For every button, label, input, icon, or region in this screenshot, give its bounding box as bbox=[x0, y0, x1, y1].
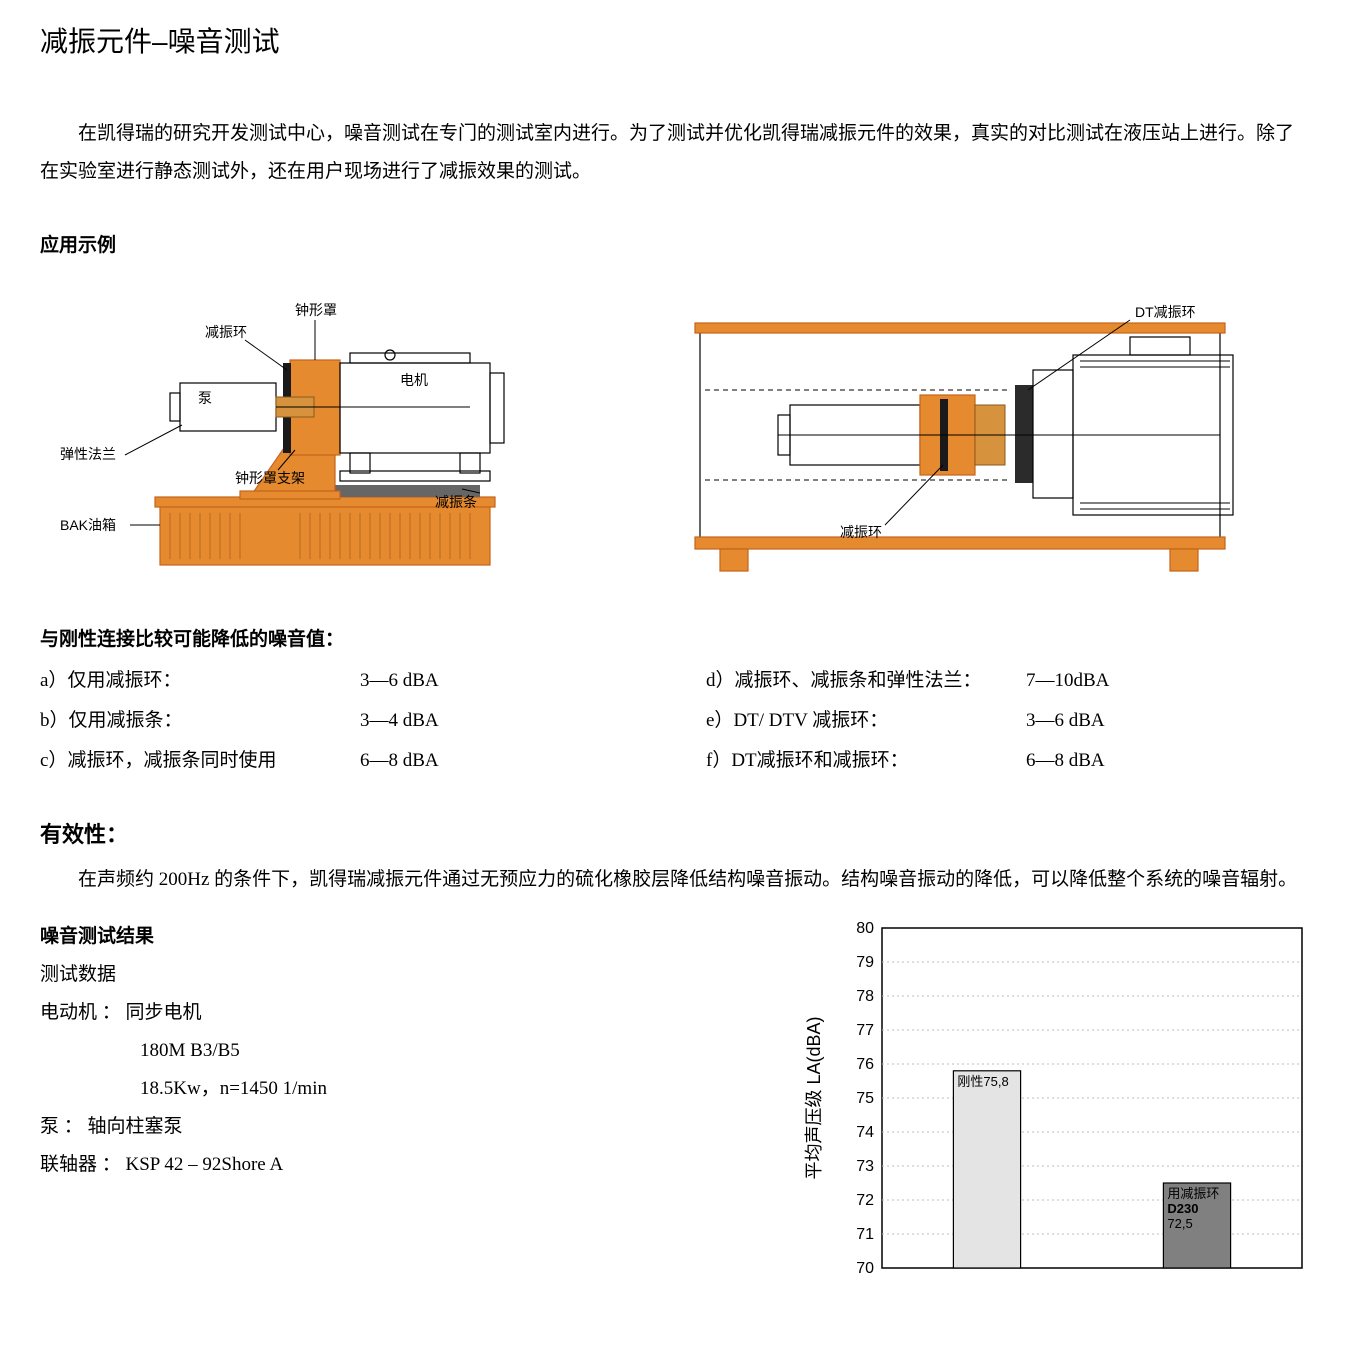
diagrams-row: 钟形罩 减振环 泵 电机 弹性法兰 钟形罩支架 减振条 BAK油箱 bbox=[40, 275, 1312, 595]
noise-reduction-heading: 与刚性连接比较可能降低的噪音值： bbox=[40, 625, 1312, 655]
svg-text:72: 72 bbox=[856, 1192, 874, 1209]
effectiveness-text: 在声频约 200Hz 的条件下，凯得瑞减振元件通过无预应力的硫化橡胶层降低结构噪… bbox=[40, 862, 1312, 898]
label-bell-housing: 钟形罩 bbox=[295, 302, 337, 318]
svg-text:71: 71 bbox=[856, 1226, 874, 1243]
svg-text:D230: D230 bbox=[1167, 1201, 1198, 1216]
label-motor: 电机 bbox=[400, 372, 428, 388]
noise-row: a）仅用减振环： 3—6 dBA bbox=[40, 666, 646, 696]
label-pump: 泵 bbox=[198, 390, 212, 406]
motor-line2: 180M B3/B5 bbox=[40, 1032, 752, 1070]
svg-text:73: 73 bbox=[856, 1158, 874, 1175]
svg-text:80: 80 bbox=[856, 920, 874, 937]
noise-value: 6—8 dBA bbox=[360, 746, 500, 776]
bar-chart: 70 71 72 73 74 75 76 77 78 79 80 平均声压级 LA(dBA) 刚性75,… bbox=[792, 918, 1312, 1287]
label-tank: BAK油箱 bbox=[60, 517, 116, 533]
motor-line3: 18.5Kw，n=1450 1/min bbox=[40, 1070, 752, 1108]
noise-label: 仅用减振环： bbox=[67, 670, 181, 691]
page-title: 减振元件–噪音测试 bbox=[40, 20, 1312, 65]
noise-id: a） bbox=[40, 670, 67, 691]
svg-text:78: 78 bbox=[856, 988, 874, 1005]
test-results-heading: 噪音测试结果 bbox=[40, 918, 752, 956]
noise-value: 3—4 dBA bbox=[360, 706, 500, 736]
test-data-block: 噪音测试结果 测试数据 电动机 ： 同步电机 180M B3/B5 18.5Kw… bbox=[40, 918, 752, 1287]
noise-row: e）DT/ DTV 减振环： 3—6 dBA bbox=[706, 706, 1312, 736]
svg-text:70: 70 bbox=[856, 1260, 874, 1277]
svg-text:76: 76 bbox=[856, 1056, 874, 1073]
noise-label: 减振环，减振条同时使用 bbox=[67, 750, 276, 771]
svg-text:77: 77 bbox=[856, 1022, 874, 1039]
example-heading: 应用示例 bbox=[40, 231, 1312, 261]
noise-id: d） bbox=[706, 670, 735, 691]
noise-row: d）减振环、减振条和弹性法兰： 7—10dBA bbox=[706, 666, 1312, 696]
noise-id: e） bbox=[706, 710, 733, 731]
noise-label: 仅用减振条： bbox=[69, 710, 183, 731]
noise-row: b）仅用减振条： 3—4 dBA bbox=[40, 706, 646, 736]
noise-label: DT/ DTV 减振环： bbox=[733, 710, 888, 731]
pump-value: 轴向柱塞泵 bbox=[88, 1116, 183, 1137]
svg-text:79: 79 bbox=[856, 954, 874, 971]
noise-id: b） bbox=[40, 710, 69, 731]
noise-row: f）DT减振环和减振环： 6—8 dBA bbox=[706, 746, 1312, 776]
svg-text:72,5: 72,5 bbox=[1167, 1216, 1192, 1231]
svg-text:75: 75 bbox=[856, 1090, 874, 1107]
coupling-value: KSP 42 – 92Shore A bbox=[126, 1154, 284, 1175]
label-damping-bar: 减振条 bbox=[435, 494, 477, 510]
label-dt-ring: DT减振环 bbox=[1135, 304, 1196, 320]
svg-text:用减振环: 用减振环 bbox=[1167, 1186, 1219, 1201]
svg-text:74: 74 bbox=[856, 1124, 874, 1141]
noise-label: DT减振环和减振环： bbox=[731, 750, 908, 771]
pump-label: 泵 ： bbox=[40, 1116, 83, 1137]
coupling-label: 联轴器 ： bbox=[40, 1154, 121, 1175]
svg-text:平均声压级 LA(dBA): 平均声压级 LA(dBA) bbox=[804, 1017, 824, 1180]
svg-text:刚性75,8: 刚性75,8 bbox=[957, 1074, 1008, 1089]
noise-value: 3—6 dBA bbox=[360, 666, 500, 696]
noise-value: 6—8 dBA bbox=[1026, 746, 1166, 776]
noise-value: 7—10dBA bbox=[1026, 666, 1166, 696]
label-elastic-flange: 弹性法兰 bbox=[60, 446, 116, 462]
motor-value: 同步电机 bbox=[126, 1002, 202, 1023]
noise-reduction-table: a）仅用减振环： 3—6 dBA b）仅用减振条： 3—4 dBA c）减振环，… bbox=[40, 666, 1312, 777]
intro-text: 在凯得瑞的研究开发测试中心，噪音测试在专门的测试室内进行。为了测试并优化凯得瑞减… bbox=[40, 115, 1312, 191]
label-damping-ring-left: 减振环 bbox=[205, 324, 247, 340]
motor-label: 电动机 ： bbox=[40, 1002, 121, 1023]
noise-id: f） bbox=[706, 750, 731, 771]
diagram-left: 钟形罩 减振环 泵 电机 弹性法兰 钟形罩支架 减振条 BAK油箱 bbox=[40, 275, 620, 595]
noise-row: c）减振环，减振条同时使用 6—8 dBA bbox=[40, 746, 646, 776]
diagram-right: DT减振环 减振环 bbox=[660, 275, 1280, 595]
effectiveness-heading: 有效性： bbox=[40, 817, 1312, 852]
noise-label: 减振环、减振条和弹性法兰： bbox=[735, 670, 982, 691]
label-bell-support: 钟形罩支架 bbox=[235, 470, 305, 486]
noise-id: c） bbox=[40, 750, 67, 771]
noise-value: 3—6 dBA bbox=[1026, 706, 1166, 736]
test-data-sub: 测试数据 bbox=[40, 956, 752, 994]
label-damping-ring-right: 减振环 bbox=[840, 524, 882, 540]
